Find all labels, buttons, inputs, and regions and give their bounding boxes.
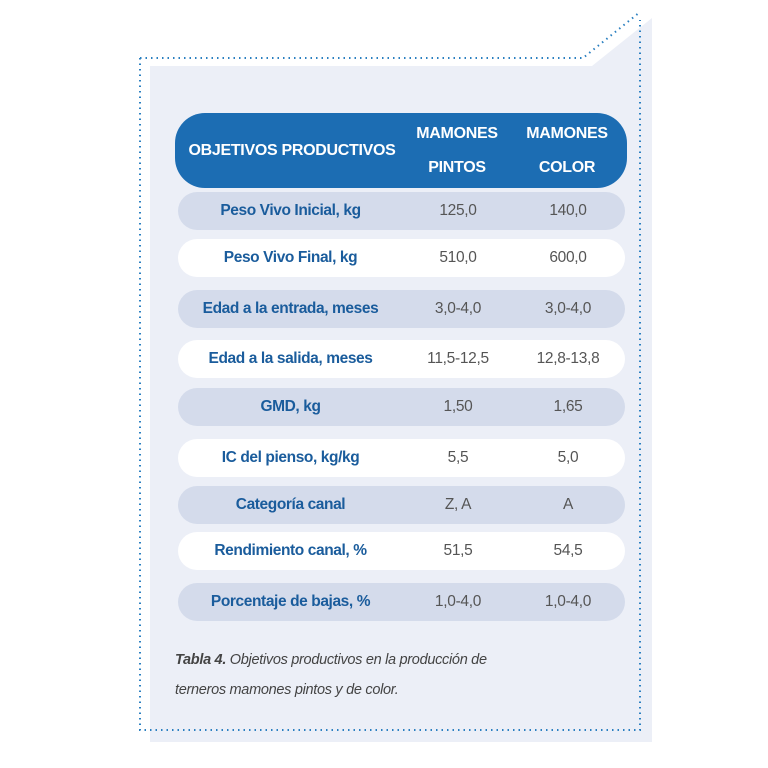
dotted-border bbox=[140, 11, 641, 59]
row-label: Rendimiento canal, % bbox=[214, 542, 367, 559]
row-value: 3,0-4,0 bbox=[544, 300, 592, 317]
header-cell: MAMONES COLOR bbox=[526, 125, 608, 176]
row-value: A bbox=[562, 496, 574, 513]
header-bar bbox=[175, 113, 627, 188]
header-cell: OBJETIVOS PRODUCTIVOS bbox=[188, 142, 396, 159]
row-label: Edad a la salida, meses bbox=[208, 350, 373, 367]
caption-text: Objetivos productivos en la producción d… bbox=[175, 652, 487, 698]
row-value: 1,0-4,0 bbox=[544, 593, 592, 610]
row-value: 125,0 bbox=[439, 202, 477, 219]
row-value: 1,0-4,0 bbox=[434, 593, 482, 610]
row-label: Porcentaje de bajas, % bbox=[210, 593, 371, 610]
row-value: Z, A bbox=[444, 496, 472, 513]
row-value: 1,65 bbox=[553, 398, 583, 415]
row-label: Peso Vivo Final, kg bbox=[223, 249, 358, 266]
row-background bbox=[178, 340, 625, 378]
row-background bbox=[178, 486, 625, 524]
row-label: Peso Vivo Inicial, kg bbox=[220, 202, 361, 219]
row-background bbox=[178, 439, 625, 477]
row-background bbox=[178, 583, 625, 621]
caption: Tabla 4. Objetivos productivos en la pro… bbox=[175, 645, 535, 705]
row-value: 140,0 bbox=[549, 202, 587, 219]
row-value: 5,5 bbox=[447, 449, 469, 466]
row-background bbox=[178, 239, 625, 277]
row-value: 510,0 bbox=[439, 249, 477, 266]
row-value: 51,5 bbox=[443, 542, 473, 559]
row-value: 54,5 bbox=[553, 542, 583, 559]
dotted-border bbox=[139, 20, 641, 731]
row-value: 3,0-4,0 bbox=[434, 300, 482, 317]
row-background bbox=[178, 192, 625, 230]
row-value: 600,0 bbox=[549, 249, 587, 266]
row-label: Edad a la entrada, meses bbox=[202, 300, 379, 317]
row-background bbox=[178, 290, 625, 328]
row-value: 11,5-12,5 bbox=[427, 350, 489, 367]
header-cell: MAMONES PINTOS bbox=[416, 125, 498, 176]
row-background bbox=[178, 532, 625, 570]
row-label: IC del pienso, kg/kg bbox=[221, 449, 360, 466]
caption-label: Tabla 4. bbox=[175, 652, 227, 668]
row-value: 1,50 bbox=[443, 398, 473, 415]
row-value: 12,8-13,8 bbox=[536, 350, 600, 367]
row-background bbox=[178, 388, 625, 426]
row-value: 5,0 bbox=[557, 449, 579, 466]
row-label: Categoría canal bbox=[235, 496, 346, 513]
row-label: GMD, kg bbox=[260, 398, 321, 415]
